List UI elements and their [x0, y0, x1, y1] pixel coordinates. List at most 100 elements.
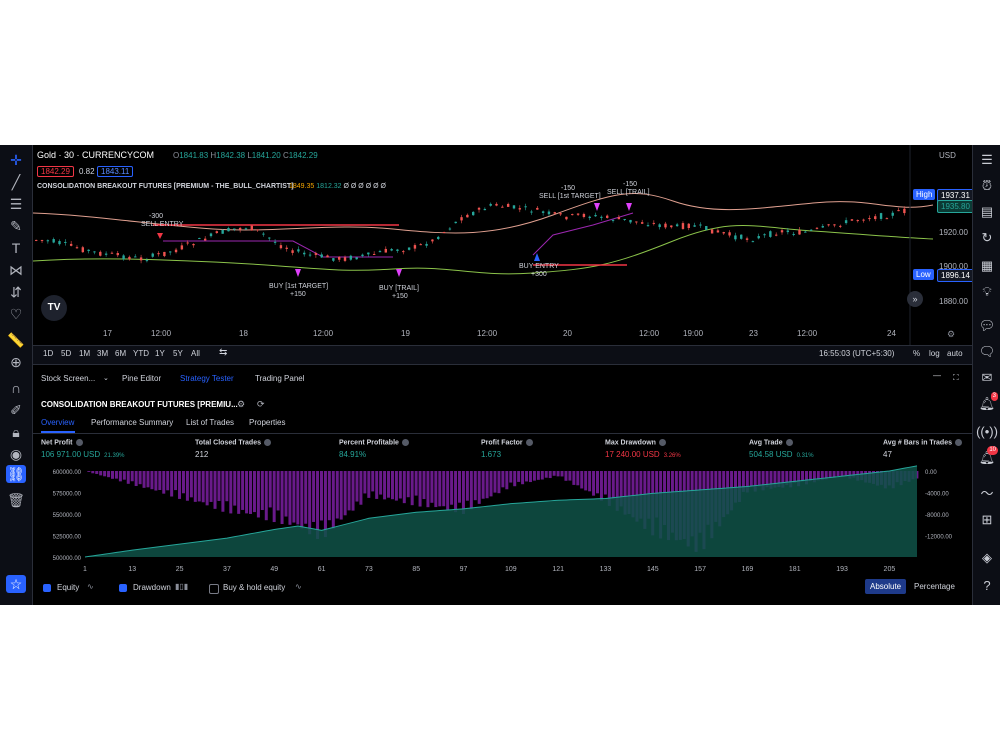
object-tree-icon[interactable]: ⊞ — [981, 512, 993, 527]
price-chart[interactable]: Gold · 30 · CURRENCYCOM O1841.83 H1842.3… — [33, 145, 974, 345]
data-window-icon[interactable]: ▤ — [980, 204, 994, 219]
tab-strategy-tester[interactable]: Strategy Tester — [180, 374, 234, 383]
lock-icon[interactable]: 🔒︎ — [12, 424, 20, 440]
info-icon[interactable] — [955, 439, 962, 446]
timeframe-all[interactable]: All — [191, 349, 200, 358]
drawdown-bar — [528, 471, 532, 483]
percent-toggle[interactable]: % — [913, 349, 921, 358]
trend-line-icon[interactable]: ╱ — [11, 174, 21, 190]
timeframe-5d[interactable]: 5D — [61, 349, 72, 358]
magnet-icon[interactable]: ∩ — [10, 380, 22, 396]
info-icon[interactable] — [525, 439, 533, 446]
drawdown-bar — [509, 471, 513, 483]
refresh-icon[interactable]: ⟳ — [257, 399, 265, 409]
chevron-down-icon[interactable]: ⌄ — [103, 375, 109, 382]
log-toggle[interactable]: log — [929, 349, 940, 358]
crosshair-icon[interactable]: ✛ — [10, 152, 22, 168]
strategy-settings-icon[interactable]: ⚙ — [237, 399, 246, 409]
report-tab-overview[interactable]: Overview — [41, 418, 75, 427]
watchlist-icon[interactable]: ☰ — [981, 152, 993, 167]
calendar-icon[interactable]: ▦ — [980, 258, 994, 273]
layers-icon[interactable]: ◈ — [982, 550, 992, 565]
buyhold-checkbox[interactable] — [209, 584, 219, 594]
trash-icon[interactable]: 🗑︎ — [7, 492, 25, 508]
chat-icon[interactable]: 💬︎ — [978, 318, 996, 333]
buy-entry-label: BUY ENTRY — [519, 263, 559, 270]
timeframe-ytd[interactable]: YTD — [133, 349, 149, 358]
fib-icon[interactable]: ☰ — [9, 196, 23, 212]
tradingview-logo[interactable]: TV — [41, 295, 67, 321]
candle-body — [448, 228, 452, 230]
zoom-icon[interactable]: ⊕ — [10, 354, 22, 370]
drawdown-bar — [197, 471, 201, 502]
indicator-title[interactable]: CONSOLIDATION BREAKOUT FUTURES [PREMIUM … — [37, 183, 294, 190]
timeframe-5y[interactable]: 5Y — [173, 349, 183, 358]
info-icon[interactable] — [75, 439, 83, 446]
help-icon[interactable]: ? — [983, 578, 991, 593]
drawdown-bar — [142, 471, 146, 488]
report-tab-properties[interactable]: Properties — [249, 418, 286, 427]
tab-stock-screener[interactable]: Stock Screen... — [41, 374, 96, 383]
timeframe-1d[interactable]: 1D — [43, 349, 54, 358]
drawdown-bar — [99, 471, 103, 476]
ruler-icon[interactable]: 📏 — [7, 332, 25, 348]
drawdown-bar — [501, 471, 505, 488]
info-icon[interactable] — [658, 439, 666, 446]
eye-icon[interactable]: ◉ — [9, 446, 23, 462]
report-tab-list-of-trades[interactable]: List of Trades — [186, 418, 235, 427]
broadcast-icon[interactable]: ((•)) — [976, 424, 998, 439]
link-icon[interactable]: ⛓︎ — [6, 465, 26, 483]
hotlist-icon[interactable]: ↻ — [981, 230, 993, 245]
drawdown-bar — [209, 471, 213, 502]
candle-body — [536, 207, 539, 210]
symbol-title[interactable]: Gold · 30 · CURRENCYCOM — [37, 150, 155, 160]
notifications-icon[interactable]: 🔔︎ 3 — [978, 392, 998, 411]
equity-checkbox[interactable] — [43, 584, 51, 592]
buy-price-button[interactable]: 1843.11 — [97, 166, 134, 177]
metric-amount: 504.58 USD — [749, 450, 793, 459]
minimize-icon[interactable]: — — [933, 371, 941, 380]
timeframe-1y[interactable]: 1Y — [155, 349, 165, 358]
maximize-icon[interactable]: ⛶ — [953, 373, 959, 382]
absolute-button[interactable]: Absolute — [865, 579, 907, 594]
currency-label[interactable]: USD — [939, 151, 956, 160]
drawdown-checkbox[interactable] — [119, 584, 127, 592]
alarm-clock-icon[interactable]: ⏰︎ — [981, 178, 993, 193]
candle-body — [116, 252, 119, 256]
sell-price-button[interactable]: 1842.29 — [37, 166, 74, 177]
auto-toggle[interactable]: auto — [947, 349, 963, 358]
clock-display[interactable]: 16:55:03 (UTC+5:30) — [819, 349, 895, 358]
report-tab-performance-summary[interactable]: Performance Summary — [91, 418, 174, 427]
tab-trading-panel[interactable]: Trading Panel — [255, 374, 305, 383]
forecast-icon[interactable]: ⇵ — [10, 284, 22, 300]
date-range-icon[interactable]: ⇆ — [219, 347, 228, 358]
timeframe-3m[interactable]: 3M — [97, 349, 109, 358]
info-icon[interactable] — [264, 439, 271, 446]
heart-icon[interactable]: ♡ — [9, 306, 23, 322]
percentage-button[interactable]: Percentage — [914, 582, 955, 591]
drawdown-bar — [170, 471, 174, 497]
legend-buyhold: Buy & hold equity — [223, 583, 286, 592]
candle-body — [716, 230, 720, 233]
ideas-bulb-icon[interactable]: 💡︎ — [982, 284, 992, 299]
messages-icon[interactable]: ✉︎ — [981, 370, 993, 385]
metric-label: Avg Trade — [749, 439, 793, 446]
favorites-star-icon[interactable]: ☆ — [6, 575, 26, 593]
timeframe-1m[interactable]: 1M — [79, 349, 91, 358]
timeframe-6m[interactable]: 6M — [115, 349, 127, 358]
settings-gear-icon[interactable]: ⚙ — [947, 329, 956, 339]
equity-line-icon: ∿ — [87, 582, 94, 591]
streams-icon[interactable]: 🗨︎ — [978, 344, 996, 359]
pattern-icon[interactable]: ⋈ — [9, 262, 23, 278]
info-icon[interactable] — [785, 439, 793, 446]
drawdown-bar — [457, 471, 461, 503]
tab-pine-editor[interactable]: Pine Editor — [122, 374, 162, 383]
stay-in-drawing-icon[interactable]: ✐ — [10, 402, 22, 418]
pulse-icon[interactable]: 〜 — [980, 486, 994, 501]
time-tick: 17 — [103, 329, 112, 338]
text-icon[interactable]: T — [11, 240, 21, 256]
info-icon[interactable] — [401, 439, 409, 446]
brush-icon[interactable]: ✎ — [10, 218, 22, 234]
alerts-bell-icon[interactable]: 🔔︎ 10 — [978, 446, 998, 465]
scroll-to-realtime-icon[interactable]: » — [907, 291, 923, 307]
